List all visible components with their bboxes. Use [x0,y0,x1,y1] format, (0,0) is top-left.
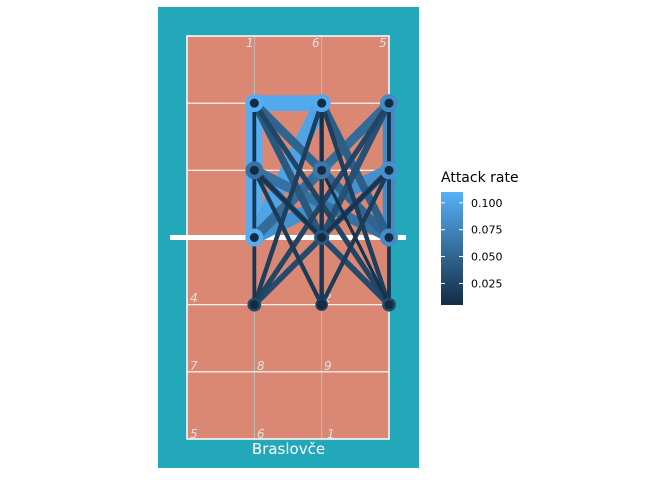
attack-edge [250,99,326,242]
zone-label: 7 [190,359,198,373]
attack-edge [320,168,391,307]
zone-label: 8 [257,359,265,373]
attack-edge [319,168,391,240]
legend-tick-label: 0.100 [471,197,503,210]
zone-label: 6 [312,36,320,50]
attack-edge [318,99,393,241]
zone-node-core [249,300,259,310]
zone-node-core [317,165,327,175]
zone-node-core [317,233,327,242]
zone-label: 1 [246,36,254,50]
zone-label: 5 [190,427,198,441]
zone-node-core [249,233,259,242]
legend-colorbar [441,192,463,305]
attack-edge [252,168,324,240]
zone-node-core [384,98,394,108]
zone-node-core [384,233,394,242]
attack-edges [245,94,398,312]
zone-label: 2 [324,291,332,305]
legend-ticks: 0.025 0.050 0.075 0.100 [441,197,503,290]
zone-node-core [384,300,394,310]
zone-node-core [384,165,394,175]
zone-label: 9 [324,359,332,373]
attack-edge [252,168,324,307]
legend: Attack rate 0.025 0.050 0.075 0.100 [441,170,519,305]
zone-node-core [249,98,259,108]
zone-label: 5 [379,36,387,50]
zone-label: 4 [190,291,198,305]
legend-tick-label: 0.075 [471,224,503,237]
team-label: Braslovče [252,440,325,458]
legend-tick-label: 0.025 [471,277,503,290]
zone-node-core [249,165,259,175]
zone-node-core [317,300,327,310]
zone-label: 6 [257,427,265,441]
zone-node-core [317,98,327,108]
legend-tick-label: 0.050 [471,251,503,264]
legend-title: Attack rate [441,170,519,186]
zone-label: 1 [327,427,335,441]
